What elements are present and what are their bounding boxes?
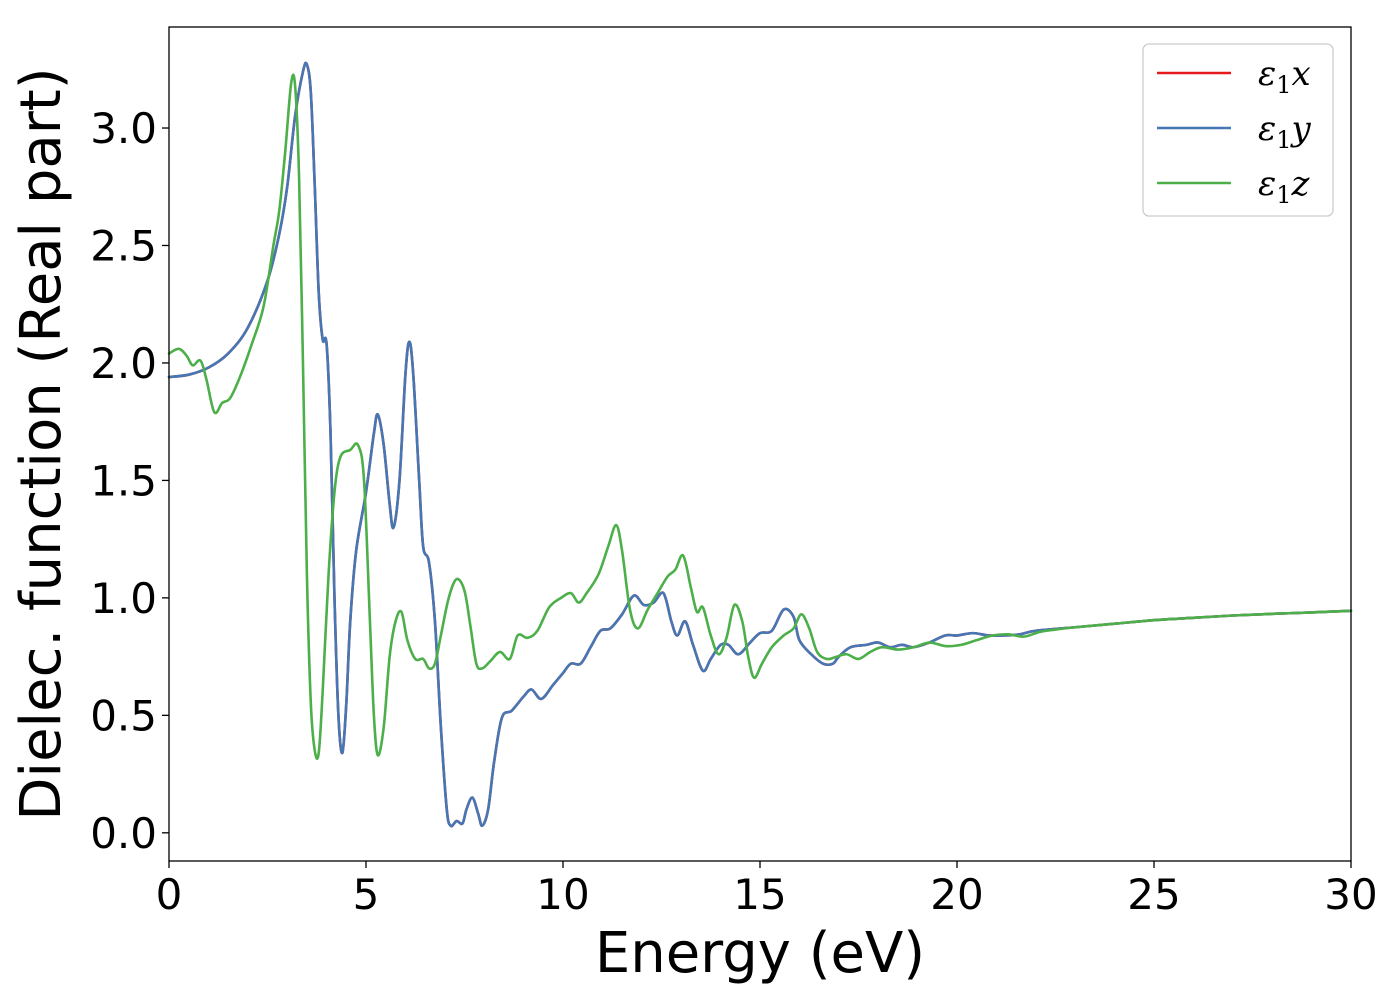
y-tick-label: 1.0 [90,574,157,623]
x-tick-label: 30 [1324,870,1377,919]
legend-label-ε1y: ε1y [1258,109,1312,154]
series-line-ε1z [167,73,1353,760]
x-tick-label: 10 [536,870,589,919]
legend: ε1x ε1y ε1z [1142,43,1334,217]
series-layer [167,61,1353,828]
y-tick-label: 0.5 [90,691,157,740]
y-tick-label: 0.0 [90,809,157,858]
x-tick-label: 15 [733,870,786,919]
x-tick-label: 5 [353,870,380,919]
x-tick-label: 20 [930,870,983,919]
x-tick-label: 25 [1127,870,1180,919]
y-tick-label: 2.0 [90,339,157,388]
legend-label-ε1x: ε1x [1258,54,1311,99]
y-tick-label: 3.0 [90,104,157,153]
legend-box [1142,43,1334,217]
x-tick-label: 0 [156,870,183,919]
x-axis-title: Energy (eV) [595,921,925,986]
y-axis-title: Dielec. function (Real part) [9,67,74,820]
legend-label-ε1z: ε1z [1258,164,1311,209]
y-tick-label: 2.5 [90,221,157,270]
y-tick-label: 1.5 [90,456,157,505]
ticks-layer: 0 5 10 15 20 25 30 0.0 0.5 1.0 1.5 2.0 2.5 3.0 [90,104,1378,919]
